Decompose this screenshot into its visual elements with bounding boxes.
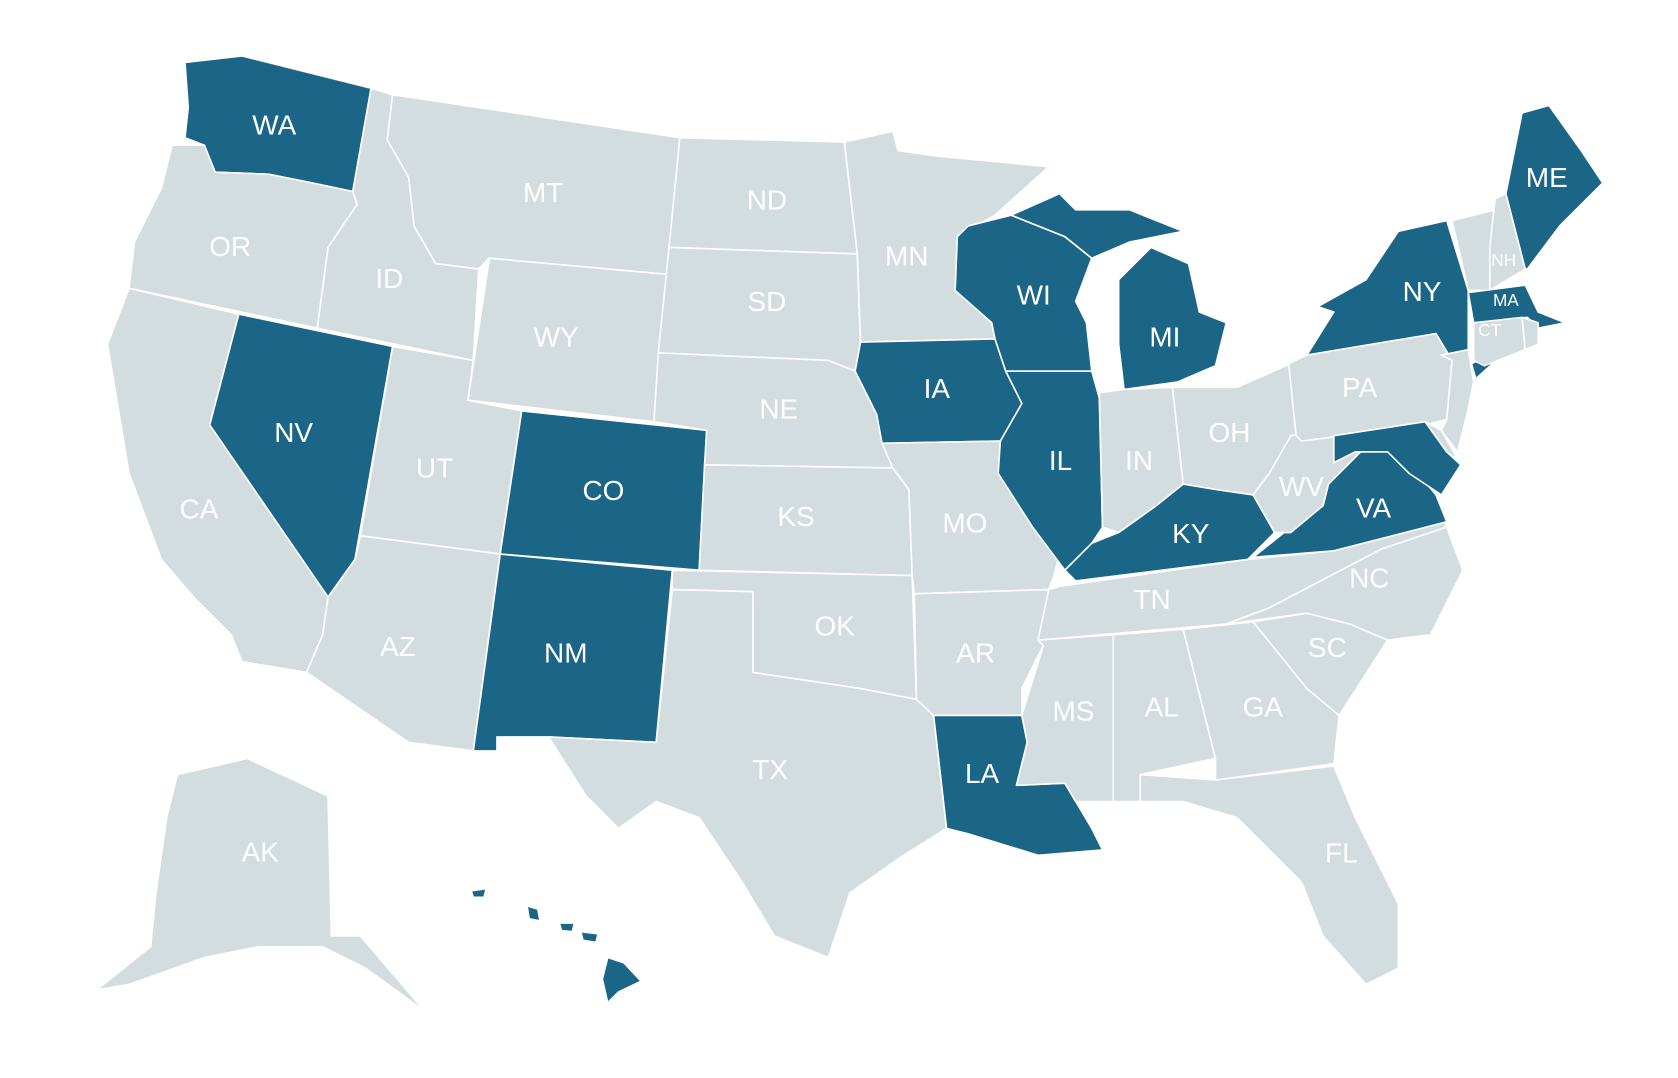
state-shape-hi[interactable] (558, 922, 576, 933)
state-shape-ny[interactable] (1306, 219, 1470, 362)
state-tx[interactable] (547, 588, 948, 959)
state-shape-nd[interactable] (668, 136, 859, 255)
state-co[interactable] (499, 410, 708, 572)
state-shape-ct[interactable] (1472, 316, 1527, 367)
state-shape-ky[interactable] (1064, 483, 1276, 582)
state-nj[interactable] (1440, 348, 1475, 453)
state-shape-hi[interactable] (526, 905, 541, 922)
state-ky[interactable] (1064, 483, 1276, 582)
state-nc[interactable] (1225, 526, 1464, 641)
state-hi[interactable] (470, 887, 642, 1004)
state-ks[interactable] (698, 463, 913, 577)
state-shape-de[interactable] (1424, 420, 1460, 462)
state-shape-nj[interactable] (1440, 348, 1475, 453)
state-shape-ri[interactable] (1521, 316, 1539, 351)
state-shape-nc[interactable] (1225, 526, 1464, 641)
state-shape-tx[interactable] (547, 588, 948, 959)
state-shape-sd[interactable] (657, 246, 862, 372)
state-fl[interactable] (1139, 765, 1400, 986)
state-wy[interactable] (467, 257, 668, 423)
state-mi[interactable] (1010, 192, 1228, 391)
state-nd[interactable] (668, 136, 859, 255)
state-shape-mi[interactable] (1010, 192, 1185, 260)
state-shape-co[interactable] (499, 410, 708, 572)
state-shape-mi[interactable] (1117, 246, 1228, 391)
state-shape-ak[interactable] (96, 757, 426, 1013)
state-shape-me[interactable] (1505, 104, 1604, 270)
state-shape-mt[interactable] (386, 93, 681, 276)
state-shape-hi[interactable] (601, 956, 642, 1004)
states-layer (96, 55, 1604, 1013)
state-de[interactable] (1424, 420, 1460, 462)
state-nh[interactable] (1488, 192, 1527, 292)
state-ak[interactable] (96, 757, 426, 1013)
state-shape-nm[interactable] (472, 553, 674, 752)
state-shape-ks[interactable] (698, 463, 913, 577)
state-ia[interactable] (854, 338, 1023, 445)
state-ct[interactable] (1472, 316, 1527, 367)
state-me[interactable] (1505, 104, 1604, 270)
state-shape-hi[interactable] (470, 887, 487, 899)
state-shape-ia[interactable] (854, 338, 1023, 445)
state-shape-wy[interactable] (467, 257, 668, 423)
state-nm[interactable] (472, 553, 674, 752)
state-mt[interactable] (386, 93, 681, 276)
state-sd[interactable] (657, 246, 862, 372)
state-shape-nh[interactable] (1488, 192, 1527, 292)
state-shape-fl[interactable] (1139, 765, 1400, 986)
state-shape-hi[interactable] (580, 930, 599, 944)
state-ri[interactable] (1521, 316, 1539, 351)
